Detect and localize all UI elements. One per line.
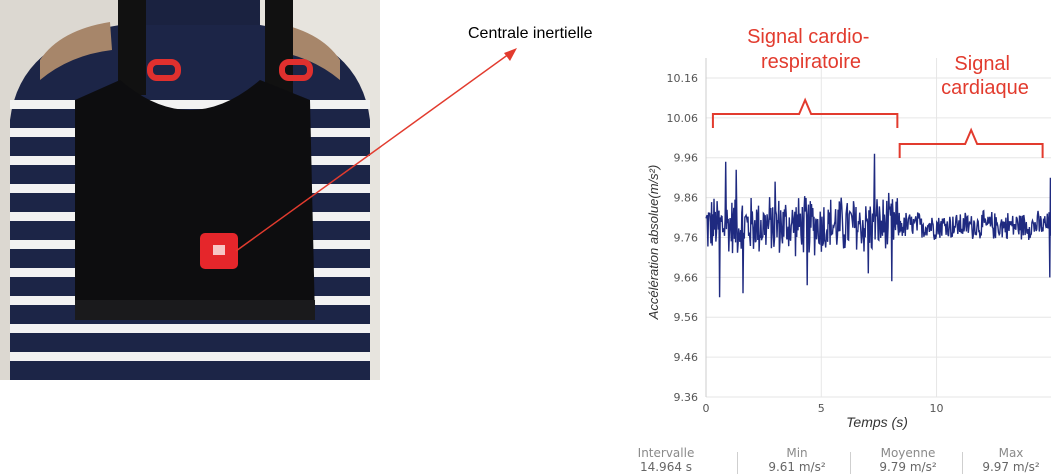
x-tick-label: 0 [703,402,710,415]
stat-separator-3 [962,452,963,474]
x-axis-label: Temps (s) [846,414,908,430]
y-tick-label: 10.16 [667,72,699,85]
y-tick-label: 9.96 [674,152,699,165]
stat-intervalle-value: 14.964 s [639,460,693,474]
y-tick-label: 9.66 [674,271,699,284]
photo-strap-left [118,0,146,95]
y-tick-label: 10.06 [667,112,699,125]
annotation-brackets [711,97,1044,158]
annotation-cardiaque: Signal cardiaque [941,53,1029,99]
stat-separator-2 [850,452,851,474]
photo-shoulder-patch-left [40,22,112,80]
stat-min-label: Min [786,446,808,460]
stat-intervalle-label: Intervalle [637,446,695,460]
y-tick-label: 9.56 [674,311,699,324]
y-tick-label: 9.76 [674,231,699,244]
photo-vest [75,80,315,320]
annotation-cardiaque-line1: Signal [954,53,1010,75]
x-tick-label: 10 [930,402,944,415]
stat-moyenne: Moyenne 9.79 m/s² [860,446,956,474]
photo-vest-band [75,300,315,320]
annotation-cardio-respiratoire-line2: respiratoire [761,51,861,73]
photo-imu-logo [213,245,225,255]
stat-max-value: 9.97 m/s² [982,460,1040,474]
chart-grid [705,58,1051,398]
stat-moyenne-label: Moyenne [880,446,936,460]
annotation-bracket [898,127,1044,158]
y-tick-label: 9.86 [674,192,699,205]
sensor-label: Centrale inertielle [468,25,593,42]
y-tick-label: 9.46 [674,351,699,364]
sensor-arrowhead [504,48,517,61]
stat-min-value: 9.61 m/s² [768,460,826,474]
stat-min: Min 9.61 m/s² [752,446,842,474]
stat-max: Max 9.97 m/s² [972,446,1050,474]
harness-photo-drawing [0,0,380,380]
x-tick-labels: 0 5 10 [703,402,944,415]
sensor-arrow [235,53,510,252]
stat-separator-1 [737,452,738,474]
photo-clip-right [279,59,313,81]
y-tick-labels: 9.36 9.46 9.56 9.66 9.76 9.86 9.96 10.06 10.16 [667,72,699,404]
y-tick-label: 9.36 [674,391,699,404]
harness-photo [0,0,380,380]
annotation-cardio-respiratoire-line1: Signal cardio- [747,26,869,48]
annotation-bracket [711,97,899,128]
stat-max-label: Max [998,446,1024,460]
stat-moyenne-value: 9.79 m/s² [879,460,937,474]
annotation-cardiaque-line2: cardiaque [941,77,1029,99]
x-tick-label: 5 [818,402,825,415]
annotation-cardio-respiratoire: Signal cardio- respiratoire [747,26,875,73]
stat-intervalle: Intervalle 14.964 s [626,446,706,474]
acceleration-series-line [705,153,1051,298]
photo-clip-left [147,59,181,81]
y-axis-label: Accélération absolue(m/s²) [646,165,661,321]
